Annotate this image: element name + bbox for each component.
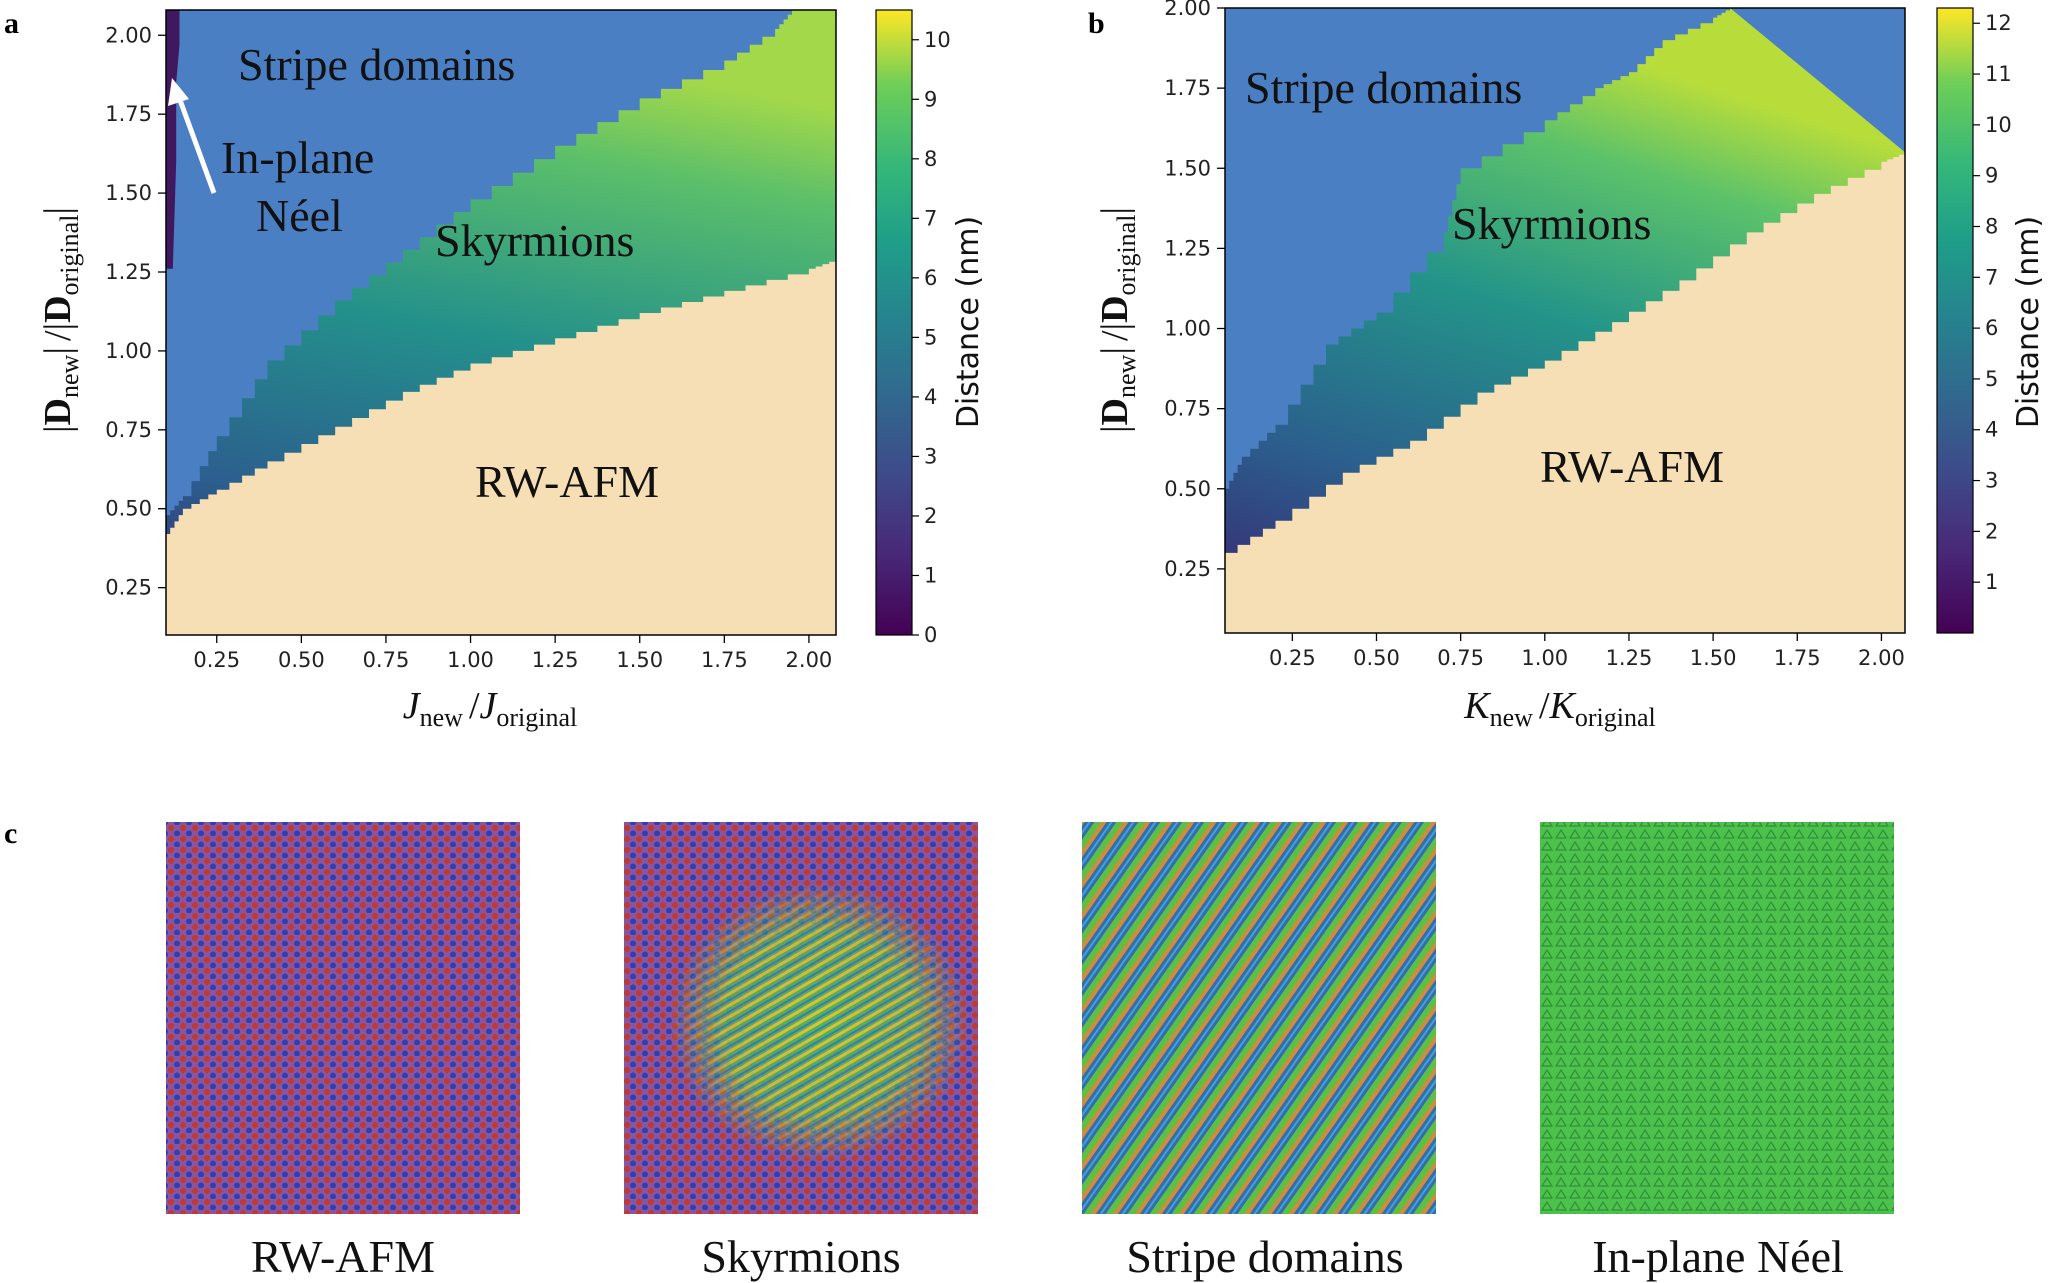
colorbar-tick-label: 7 [924,206,937,230]
x-tick-label: 1.00 [447,648,494,672]
colorbar-a [875,9,913,636]
y-tick-label: 0.25 [105,576,152,600]
x-tick-label: 0.75 [363,648,410,672]
label-skyrmions-a: Skyrmions [435,215,634,266]
phase-diagram-b [1225,8,1905,633]
y-tick-label: 1.00 [1164,317,1211,341]
x-tick-label: 0.25 [193,648,240,672]
colorbar-b [1936,7,1974,634]
x-tick-label: 1.25 [1606,646,1653,670]
colorbar-tick-label: 9 [924,87,937,111]
x-tick-label: 0.50 [1353,646,1400,670]
y-tick-label: 1.75 [105,102,152,126]
colorbar-tick-label: 1 [924,563,937,587]
colorbar-tick-label: 6 [1985,316,1998,340]
label-rwafm-a: RW-AFM [475,456,659,507]
ticks-a: 0.25 0.50 0.75 1.00 1.25 1.50 1.75 2.00 0.25 0.50… [105,23,832,672]
y-tick-label: 1.50 [105,181,152,205]
x-tick-label: 0.75 [1437,646,1484,670]
snapshot-caption-inplane-neel: In-plane Néel [1592,1231,1844,1282]
colorbar-tick-label: 11 [1985,62,2012,86]
colorbar-tick-label: 2 [1985,519,1998,543]
label-skyrmions-b: Skyrmions [1452,198,1651,249]
x-tick-label: 2.00 [786,648,833,672]
y-tick-label: 1.25 [1164,236,1211,260]
y-tick-label: 1.00 [105,339,152,363]
x-tick-label: 2.00 [1858,646,1905,670]
panel-label-b: b [1088,7,1105,40]
colorbar-tick-label: 2 [924,504,937,528]
x-tick-label: 1.75 [1774,646,1821,670]
x-tick-label: 1.75 [701,648,748,672]
y-tick-label: 0.50 [1164,477,1211,501]
x-tick-label: 1.25 [532,648,579,672]
colorbar-tick-label: 4 [1985,418,1998,442]
snapshot-caption-stripe-domains: Stripe domains [1126,1231,1403,1282]
label-stripe-a: Stripe domains [238,39,515,90]
y-tick-label: 1.75 [1164,76,1211,100]
arrow-annotation-a [168,78,217,194]
snapshot-skyrmions [624,822,978,1214]
y-tick-label: 2.00 [1164,0,1211,20]
y-tick-label: 0.75 [105,418,152,442]
colorbar-tick-label: 8 [1985,214,1998,238]
x-axis-title-b: Knew/Koriginal [1463,685,1655,732]
colorbar-tick-label: 7 [1985,265,1998,289]
x-axis-title-a: Jnew/Joriginal [403,685,578,732]
region-rwafm-b [1225,152,1905,633]
y-axis-title-a: |Dnew|/|Doriginal| [37,207,84,433]
x-tick-label: 0.50 [278,648,325,672]
colorbar-title-b: Distance (nm) [2011,216,2046,428]
colorbar-tick-label: 5 [924,325,937,349]
label-inplane-a: In-plane [221,132,374,183]
colorbar-tick-label: 9 [1985,164,1998,188]
plot-frame-b [1224,7,1906,634]
colorbar-ticks-a: 0 1 2 3 4 5 6 7 8 9 10 [912,28,951,647]
panel-label-a: a [4,7,19,40]
y-tick-label: 1.25 [105,260,152,284]
y-tick-label: 0.25 [1164,557,1211,581]
plot-frame-a [165,9,837,636]
x-tick-label: 1.50 [1690,646,1737,670]
snapshot-caption-skyrmions: Skyrmions [701,1231,900,1282]
colorbar-tick-label: 5 [1985,367,1998,391]
colorbar-tick-label: 10 [924,28,951,52]
snapshot-inplane-neel [1540,822,1894,1214]
snapshot-rwafm [166,822,520,1214]
x-tick-label: 1.00 [1521,646,1568,670]
colorbar-tick-label: 1 [1985,570,1998,594]
y-tick-label: 1.50 [1164,156,1211,180]
label-stripe-b: Stripe domains [1245,62,1522,113]
region-rwafm-a [166,259,836,635]
phase-diagram-a [166,10,836,635]
y-axis-title-b: |Dnew|/|Doriginal| [1094,207,1141,433]
region-inplane-neel-a [166,10,180,269]
y-tick-label: 2.00 [105,23,152,47]
x-tick-label: 1.50 [616,648,663,672]
snapshot-caption-rwafm: RW-AFM [251,1231,435,1282]
snapshot-stripe-domains [1082,822,1436,1214]
label-rwafm-b: RW-AFM [1540,441,1724,492]
colorbar-tick-label: 4 [924,385,937,409]
colorbar-tick-label: 8 [924,147,937,171]
colorbar-tick-label: 6 [924,266,937,290]
colorbar-tick-label: 0 [924,623,937,647]
y-tick-label: 0.75 [1164,397,1211,421]
panel-label-c: c [4,817,17,850]
label-neel-a: Néel [256,190,343,241]
ticks-b: 0.25 0.50 0.75 1.00 1.25 1.50 1.75 2.00 0.25 0.50… [1164,0,1905,670]
colorbar-tick-label: 3 [924,444,937,468]
colorbar-title-a: Distance (nm) [951,216,986,428]
x-tick-label: 0.25 [1269,646,1316,670]
colorbar-tick-label: 12 [1985,11,2012,35]
y-tick-label: 0.50 [105,497,152,521]
colorbar-tick-label: 10 [1985,113,2012,137]
colorbar-tick-label: 3 [1985,469,1998,493]
